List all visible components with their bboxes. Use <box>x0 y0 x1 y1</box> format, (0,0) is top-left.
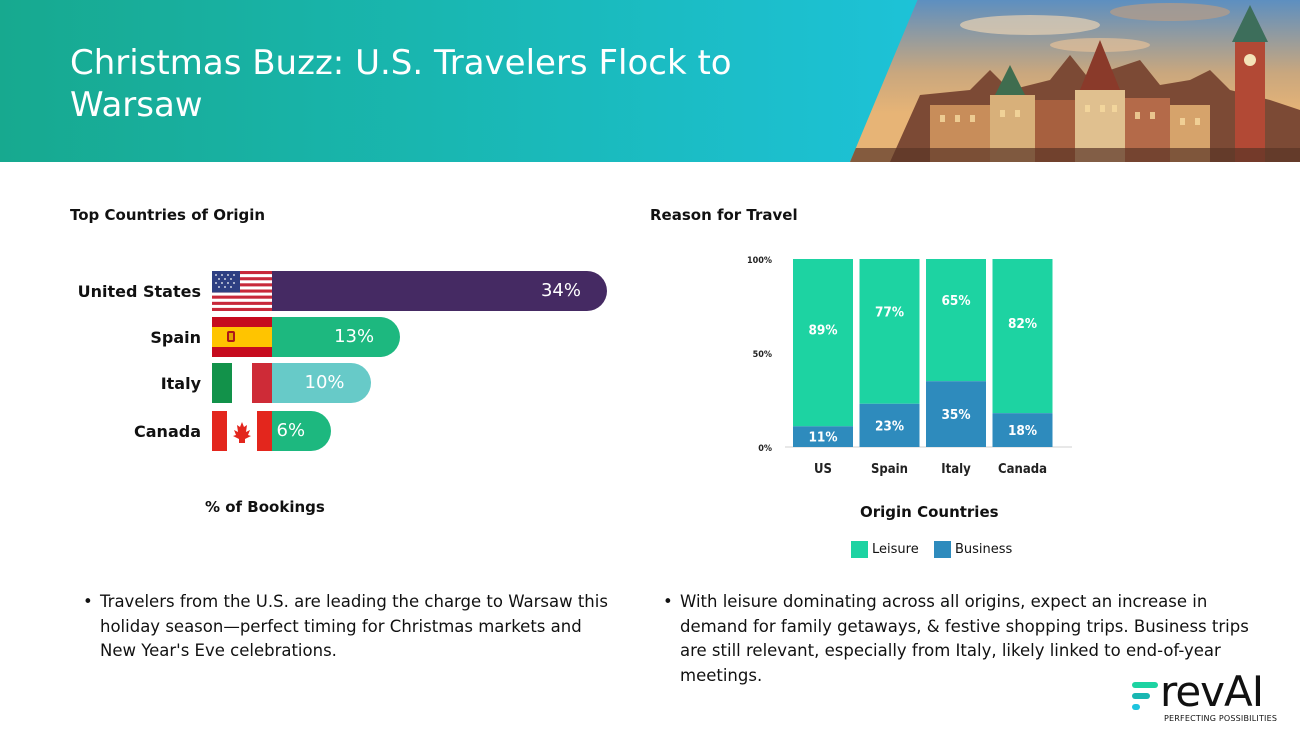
logo-tagline: PERFECTING POSSIBILITIES <box>1164 714 1278 723</box>
data-label-business: 18% <box>1008 423 1037 439</box>
data-label-leisure: 77% <box>875 304 904 320</box>
left-chart-axis-caption: % of Bookings <box>205 498 325 516</box>
data-label-leisure: 82% <box>1008 316 1037 332</box>
data-label-business: 35% <box>941 407 970 423</box>
bar-italy: 10% <box>272 363 371 403</box>
bar-value-united-states: 34% <box>540 280 581 301</box>
bullet-dot: • <box>83 592 93 611</box>
canada-flag-icon <box>212 411 272 451</box>
bullet-dot: • <box>663 592 673 611</box>
logo-wordmark: revAI <box>1160 667 1264 716</box>
right-bullet-text: With leisure dominating across all origi… <box>680 592 1249 685</box>
bar-leisure-canada <box>992 259 1053 414</box>
x-tick-label: Italy <box>941 462 971 477</box>
x-tick-label: Spain <box>871 462 908 477</box>
left-bullet: • Travelers from the U.S. are leading th… <box>83 590 620 664</box>
bar-label-italy: Italy <box>160 374 201 393</box>
bar-value-italy: 10% <box>304 372 345 393</box>
bar-business-canada <box>992 413 1053 447</box>
bar-business-italy <box>926 381 986 447</box>
bar-united-states: 34% <box>272 271 607 311</box>
right-section-title: Reason for Travel <box>650 206 798 224</box>
left-bullet-text: Travelers from the U.S. are leading the … <box>100 592 608 660</box>
bar-leisure-us <box>793 259 853 427</box>
bar-value-spain: 13% <box>334 326 375 347</box>
data-label-business: 11% <box>808 430 837 446</box>
bar-business-us <box>793 426 853 447</box>
us-flag-icon <box>212 271 272 311</box>
legend-label-business: Business <box>955 542 1013 557</box>
y-tick-label: 0% <box>758 444 772 454</box>
bar-label-united-states: United States <box>77 282 201 301</box>
bar-label-canada: Canada <box>134 422 201 441</box>
italy-flag-icon <box>212 363 272 403</box>
left-section-title: Top Countries of Origin <box>70 206 266 224</box>
data-label-business: 23% <box>875 418 904 434</box>
y-tick-label: 50% <box>753 350 772 360</box>
spain-flag-icon <box>212 317 272 357</box>
legend-swatch-leisure <box>851 541 868 558</box>
bar-canada: 6% <box>272 411 332 451</box>
x-tick-label: US <box>814 462 832 477</box>
bar-spain: 13% <box>272 317 401 357</box>
bar-business-spain <box>859 403 920 447</box>
banner-gradient <box>0 0 1000 162</box>
legend-label-leisure: Leisure <box>872 542 919 557</box>
y-tick-label: 100% <box>747 256 772 266</box>
bar-value-canada: 6% <box>276 420 306 441</box>
x-tick-label: Canada <box>998 462 1047 477</box>
data-label-leisure: 65% <box>941 293 970 309</box>
legend-swatch-business <box>934 541 951 558</box>
reval-logo-mark-icon <box>1132 682 1158 710</box>
reason-stacked-chart: 0% 50% 100% 89% 11% US 77% 23% Spain 65% 35% Italy 8… <box>747 256 1072 477</box>
bar-leisure-spain <box>859 259 920 404</box>
header-banner: Christmas Buzz: U.S. Travelers Flock to … <box>0 0 1300 162</box>
right-bullet: • With leisure dominating across all ori… <box>663 590 1250 688</box>
warsaw-old-town-photo <box>850 0 1300 162</box>
page-title: Christmas Buzz: U.S. Travelers Flock to … <box>70 43 732 125</box>
right-chart-axis-caption: Origin Countries <box>860 503 999 521</box>
bar-leisure-italy <box>926 259 986 382</box>
reval-logo: revAI PERFECTING POSSIBILITIES <box>1130 667 1290 724</box>
bar-label-spain: Spain <box>150 328 201 347</box>
data-label-leisure: 89% <box>808 323 837 339</box>
